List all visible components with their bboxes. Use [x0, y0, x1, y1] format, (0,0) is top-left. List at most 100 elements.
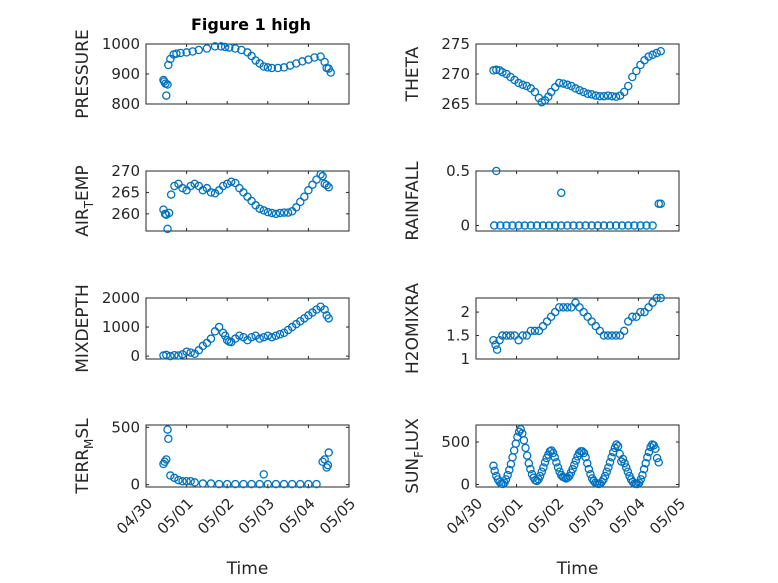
data-point [506, 331, 515, 340]
data-point [652, 48, 661, 58]
data-point [160, 457, 169, 466]
data-point [206, 334, 216, 343]
data-point [178, 477, 187, 486]
data-point [324, 183, 333, 192]
data-point [318, 171, 327, 181]
data-point [559, 303, 568, 312]
data-point [255, 334, 264, 343]
data-point [263, 479, 273, 489]
data-point [160, 209, 170, 219]
y-axis-label: RAINFALL [403, 161, 423, 241]
axes-frame [145, 424, 350, 488]
data-point [557, 221, 566, 230]
data-point [489, 335, 498, 345]
y-axis-label: THETA [403, 46, 423, 102]
data-point [619, 87, 629, 97]
data-point [162, 91, 171, 100]
data-point [190, 478, 199, 487]
data-point [628, 312, 637, 322]
data-point [267, 332, 277, 342]
data-point [620, 458, 629, 468]
data-point [273, 63, 283, 73]
x-axis-label: Time [556, 559, 599, 579]
data-point [621, 463, 631, 472]
data-point [532, 221, 542, 230]
data-point [563, 303, 572, 312]
panel-theta: 265 270 275 THETA [403, 35, 680, 113]
data-point [162, 455, 171, 464]
data-point [571, 84, 580, 93]
data-point [503, 470, 512, 480]
data-point [202, 44, 212, 53]
data-point [639, 464, 649, 474]
panel-h2omixra: 1 1.5 2 H2OMIXRA [403, 283, 680, 374]
data-point [498, 67, 507, 77]
data-point [524, 458, 534, 468]
panel-pressure: 800 900 1000 PRESSURE [73, 29, 350, 119]
data-point [304, 479, 313, 489]
data-point [164, 434, 173, 444]
data-point [628, 72, 637, 82]
data-point [602, 467, 611, 476]
data-point [644, 447, 654, 457]
data-point [554, 303, 564, 312]
data-point [526, 326, 536, 336]
data-point [624, 221, 633, 230]
data-point [530, 326, 540, 336]
data-point [568, 464, 577, 474]
series-points [159, 170, 333, 234]
data-point [651, 444, 660, 454]
data-point [263, 331, 273, 341]
x-tick-label: 05/04 [605, 495, 648, 538]
data-point [287, 479, 297, 489]
data-point [583, 89, 592, 99]
y-tick-label: 900 [111, 65, 140, 83]
y-tick-label: 265 [111, 183, 140, 201]
data-point [582, 458, 592, 468]
series-points [489, 293, 665, 354]
y-tick-label: 260 [111, 205, 140, 223]
data-point [182, 477, 191, 486]
data-point [186, 477, 195, 486]
data-point [537, 467, 547, 476]
data-point [501, 475, 511, 484]
data-point [611, 221, 621, 230]
data-point [227, 177, 236, 186]
data-point [194, 45, 204, 55]
data-point [618, 454, 628, 464]
x-tick-label: 05/03 [235, 495, 278, 538]
data-point [172, 49, 181, 58]
y-tick-label: 2000 [102, 289, 140, 307]
data-point [283, 208, 293, 217]
x-tick-label: 05/04 [275, 495, 318, 538]
y-tick-label: 1.5 [446, 327, 470, 345]
data-point [163, 425, 172, 434]
data-point [648, 221, 657, 230]
data-point [324, 448, 333, 457]
data-point [296, 197, 305, 207]
data-point [176, 48, 185, 58]
data-point [170, 473, 179, 483]
x-tick-label: 05/03 [565, 495, 608, 538]
data-point [214, 479, 224, 489]
data-point [605, 458, 615, 467]
data-point [214, 322, 224, 332]
data-point [216, 42, 226, 51]
data-point [644, 52, 653, 61]
data-point [526, 221, 536, 230]
data-point [587, 90, 596, 99]
panel-mixdepth: 0 1000 2000 MIXDEPTH [73, 284, 350, 373]
y-axis-label: H2OMIXRA [403, 283, 423, 374]
data-point [312, 479, 321, 489]
data-point [599, 91, 609, 101]
data-point [206, 479, 216, 488]
panel-air-temp: 260 265 270 AIRTEMP [73, 162, 350, 237]
data-point [186, 181, 195, 191]
data-point [323, 460, 333, 470]
data-point [611, 331, 621, 340]
data-point [198, 479, 208, 488]
data-point [535, 471, 545, 481]
data-point [518, 80, 527, 90]
